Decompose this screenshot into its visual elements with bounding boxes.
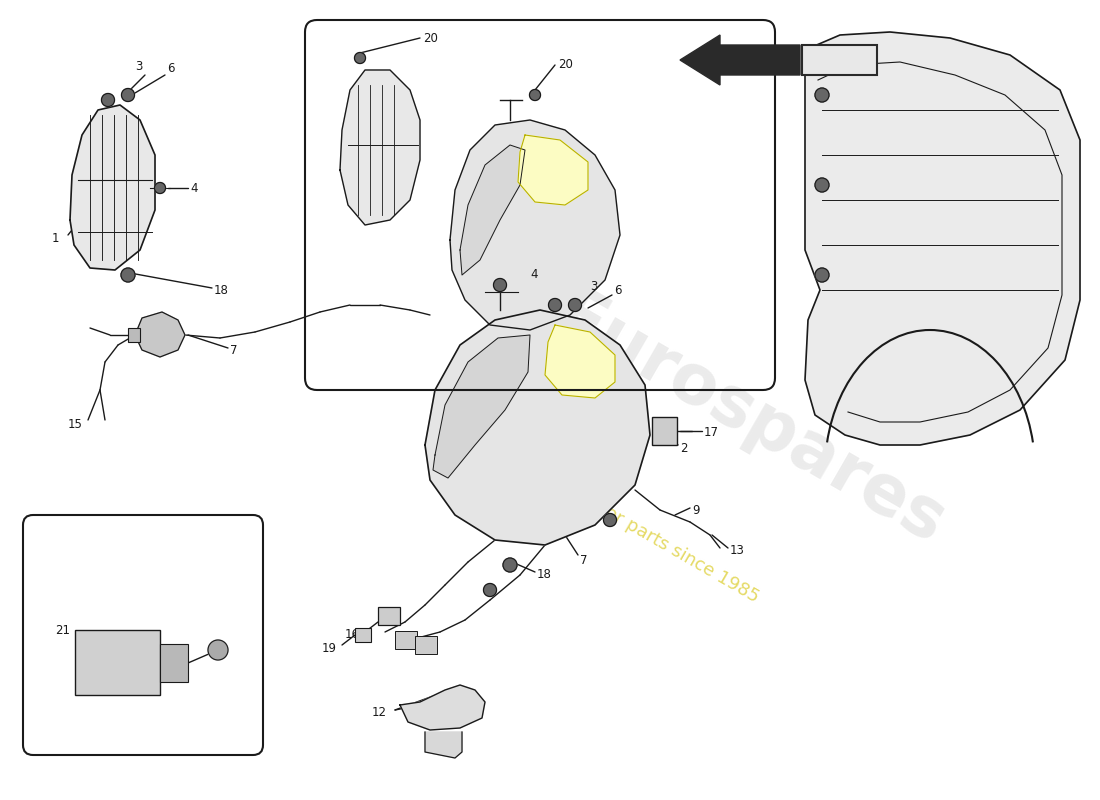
- Circle shape: [101, 94, 114, 106]
- Bar: [395, 631, 417, 649]
- Text: 1: 1: [52, 231, 59, 245]
- Text: a passion for parts since 1985: a passion for parts since 1985: [517, 454, 762, 606]
- Text: 3: 3: [135, 59, 142, 73]
- Polygon shape: [340, 70, 420, 225]
- Polygon shape: [425, 310, 650, 545]
- Circle shape: [569, 298, 582, 311]
- Polygon shape: [70, 105, 155, 270]
- Text: 15: 15: [68, 418, 82, 430]
- Circle shape: [549, 298, 561, 311]
- Polygon shape: [805, 32, 1080, 445]
- Polygon shape: [450, 120, 620, 330]
- Text: 3: 3: [590, 279, 597, 293]
- Bar: [160, 644, 188, 682]
- Text: 20: 20: [424, 31, 438, 45]
- Text: 18: 18: [214, 283, 229, 297]
- Text: 7: 7: [580, 554, 587, 566]
- Text: Eurospares: Eurospares: [542, 281, 957, 559]
- Circle shape: [529, 90, 540, 101]
- Text: 6: 6: [167, 62, 175, 74]
- Polygon shape: [680, 35, 800, 85]
- Polygon shape: [544, 325, 615, 398]
- Circle shape: [121, 89, 134, 102]
- Text: 16: 16: [345, 629, 360, 642]
- Circle shape: [604, 514, 616, 526]
- Bar: [355, 628, 371, 642]
- Bar: [802, 45, 877, 75]
- Circle shape: [815, 88, 829, 102]
- Bar: [652, 417, 676, 445]
- Text: 12: 12: [372, 706, 387, 718]
- Circle shape: [494, 278, 506, 291]
- Bar: [415, 636, 437, 654]
- Bar: [378, 607, 400, 625]
- Text: USA: USA: [525, 361, 565, 379]
- Circle shape: [503, 558, 517, 572]
- Text: 6: 6: [614, 283, 622, 297]
- Polygon shape: [400, 685, 485, 730]
- Text: 9: 9: [692, 503, 700, 517]
- Circle shape: [354, 53, 365, 63]
- Text: 4: 4: [530, 267, 538, 281]
- Text: 2: 2: [680, 442, 688, 454]
- Text: 7: 7: [230, 343, 238, 357]
- Bar: [75, 630, 160, 695]
- Text: 19: 19: [322, 642, 337, 654]
- Text: 13: 13: [730, 545, 745, 558]
- Bar: [128, 328, 140, 342]
- Circle shape: [154, 182, 165, 194]
- Polygon shape: [425, 732, 462, 758]
- Polygon shape: [135, 312, 185, 357]
- Circle shape: [815, 268, 829, 282]
- Polygon shape: [433, 335, 530, 478]
- Circle shape: [121, 268, 135, 282]
- Circle shape: [208, 640, 228, 660]
- Text: 20: 20: [558, 58, 573, 71]
- Text: 17: 17: [704, 426, 719, 438]
- Circle shape: [815, 178, 829, 192]
- Circle shape: [484, 583, 496, 597]
- Polygon shape: [518, 135, 589, 205]
- Text: 18: 18: [537, 567, 552, 581]
- Polygon shape: [460, 145, 525, 275]
- Text: 4: 4: [190, 182, 198, 194]
- Text: 21: 21: [55, 623, 70, 637]
